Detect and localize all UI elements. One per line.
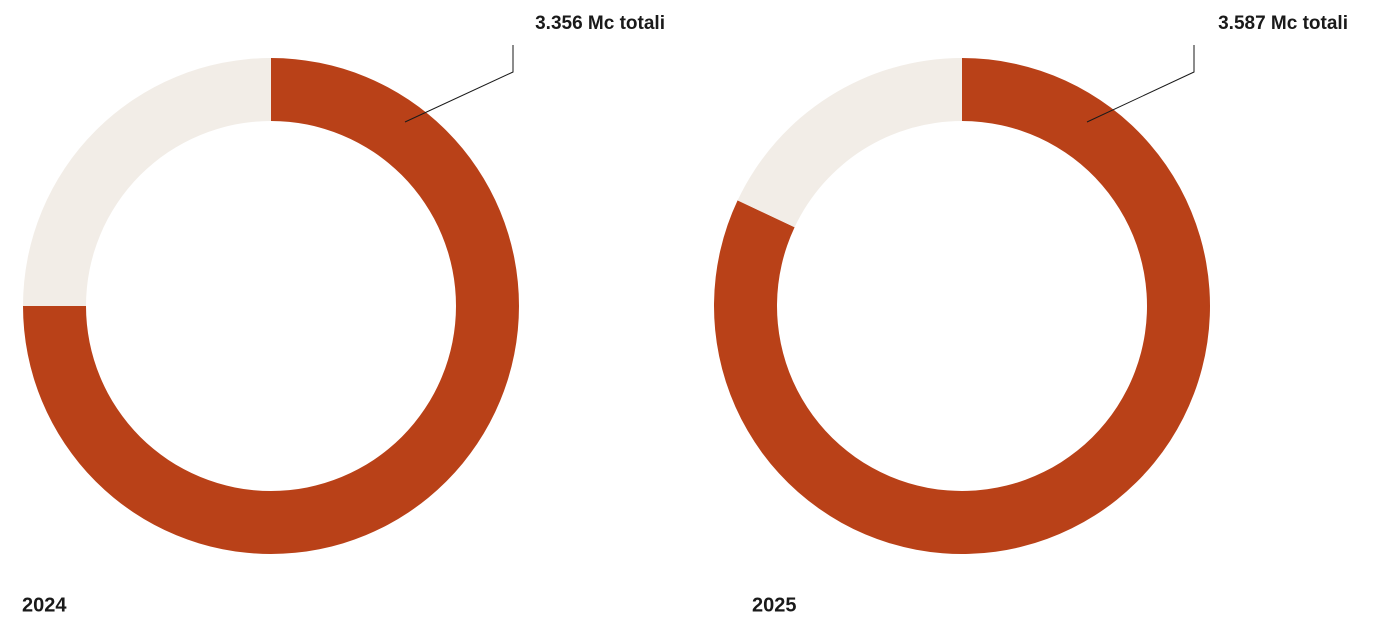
annotation: 3.356 Mc totali xyxy=(535,13,665,34)
leader-line xyxy=(1086,45,1195,123)
leader-line xyxy=(404,45,514,123)
donut-segment xyxy=(737,58,962,228)
annotation: 3.587 Mc totali xyxy=(1218,13,1348,34)
chart-title: 2024 xyxy=(22,594,67,616)
donut-segment xyxy=(23,58,271,306)
chart-title: 2025 xyxy=(752,594,797,616)
